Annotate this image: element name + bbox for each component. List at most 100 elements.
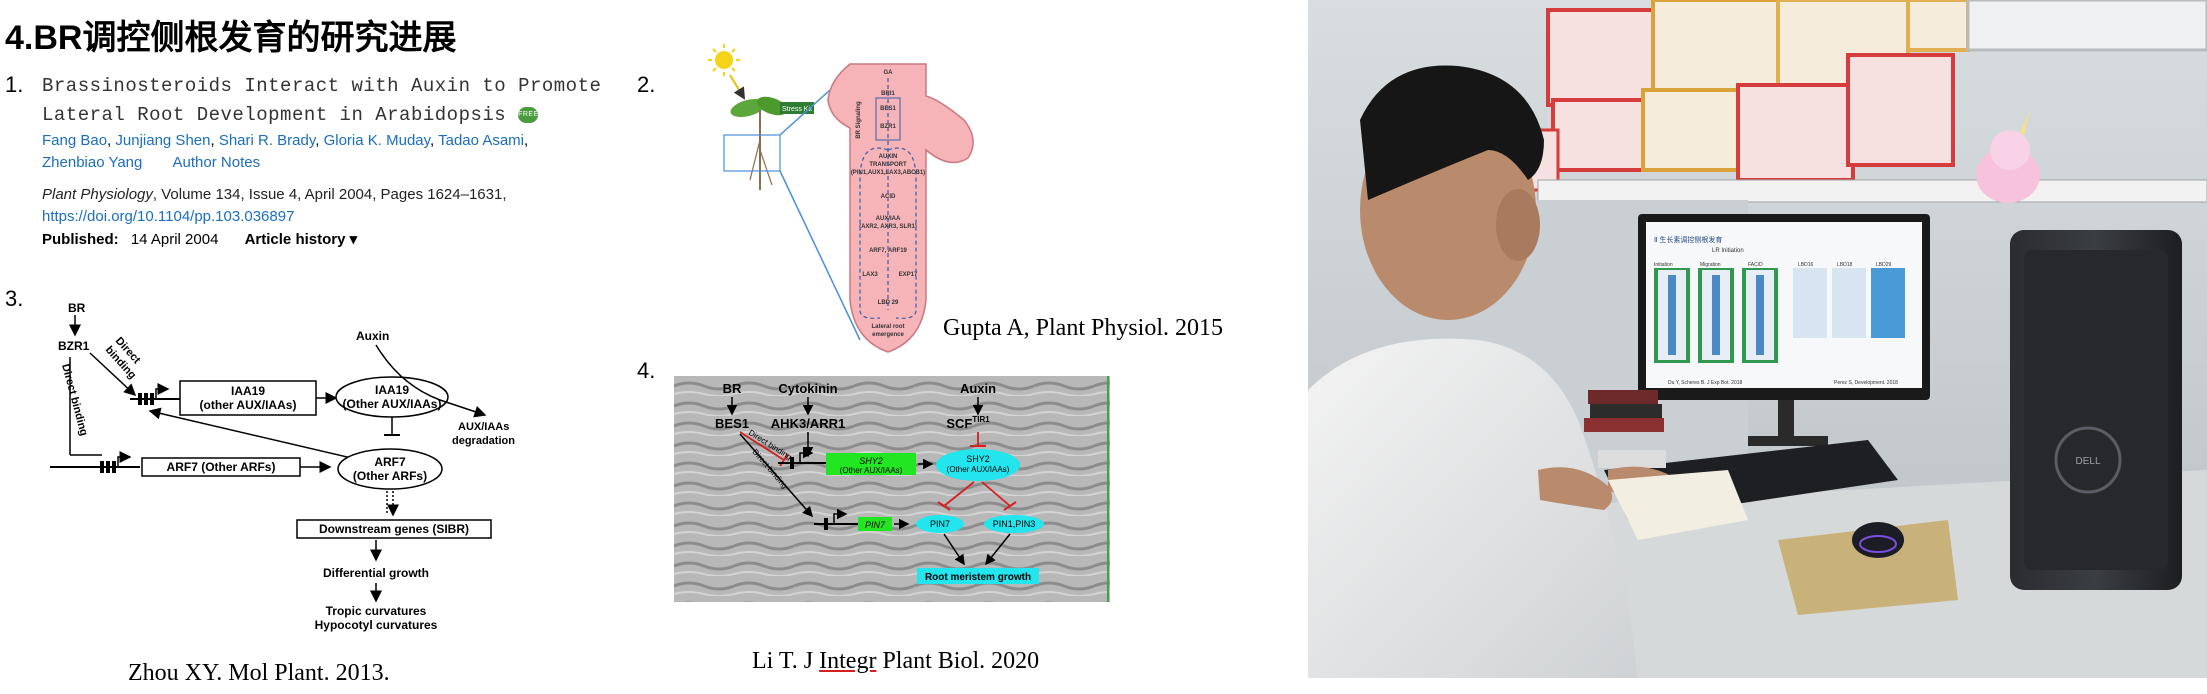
hypocotyl-label: Hypocotyl curvatures bbox=[315, 618, 438, 632]
mouse-pad bbox=[1778, 520, 1958, 615]
fig4-number: 4. bbox=[637, 358, 656, 383]
br-label: BR bbox=[723, 381, 742, 396]
svg-text:Lateral root: Lateral root bbox=[871, 324, 904, 330]
fig2-number: 2. bbox=[637, 72, 656, 97]
svg-text:Initiation: Initiation bbox=[1654, 262, 1673, 268]
journal-details: , Volume 134, Issue 4, April 2004, Pages… bbox=[152, 186, 507, 203]
pin7-protein-ellipse bbox=[916, 515, 964, 533]
author-link[interactable]: Shari R. Brady bbox=[218, 132, 316, 149]
bzr1-label: BZR1 bbox=[58, 339, 90, 353]
pin13-protein-label: PIN1,PIN3 bbox=[993, 519, 1036, 529]
dell-logo: DELL bbox=[2075, 456, 2100, 467]
fig3-number: 3. bbox=[5, 286, 24, 311]
free-badge-icon: FREE bbox=[518, 106, 538, 123]
ref1-title[interactable]: Brassinosteroids Interact with Auxin to … bbox=[42, 72, 601, 130]
br-label: BR bbox=[68, 301, 86, 315]
ref1-authors: Fang Bao, Junjiang Shen, Shari R. Brady,… bbox=[42, 130, 528, 174]
svg-text:SCFTIR1: SCFTIR1 bbox=[946, 415, 990, 431]
ref1-journal: Plant Physiology, Volume 134, Issue 4, A… bbox=[42, 184, 507, 228]
pin7-gene-box bbox=[858, 517, 892, 531]
differential-growth-label: Differential growth bbox=[323, 566, 429, 580]
ahk3-label: AHK3/ARR1 bbox=[771, 416, 845, 431]
page-title: 4.BR调控侧根发育的研究进展 bbox=[5, 19, 457, 57]
svg-text:GA: GA bbox=[884, 70, 894, 76]
shy2-gene-sub: (Other AUX/IAAs) bbox=[840, 466, 903, 475]
auxin-label: Auxin bbox=[356, 329, 389, 343]
iaa19-gene-label: IAA19 bbox=[231, 384, 265, 398]
books-stack bbox=[1584, 390, 1666, 468]
cytokinin-label: Cytokinin bbox=[778, 381, 837, 396]
ref1-title-line2[interactable]: Lateral Root Development in Arabidopsis … bbox=[42, 104, 539, 126]
author-link[interactable]: Junjiang Shen bbox=[115, 132, 211, 149]
published-date: 14 April 2004 bbox=[130, 231, 219, 248]
shy2-gene-label: SHY2 bbox=[859, 456, 883, 466]
doi-link[interactable]: https://doi.org/10.1104/pp.103.036897 bbox=[42, 208, 295, 225]
fig3-diagram: BR BZR1 Direct binding Direct binding IA… bbox=[50, 301, 515, 632]
pin7-protein-label: PIN7 bbox=[930, 519, 950, 529]
fig4-diagram: BR Cytokinin Auxin BES1 AHK3/ARR1 SCFTIR… bbox=[674, 376, 1110, 602]
pin7-gene-label: PIN7 bbox=[865, 520, 886, 530]
svg-text:ARF7, ARF19: ARF7, ARF19 bbox=[869, 248, 907, 254]
sun-icon bbox=[708, 44, 740, 76]
downstream-genes-box bbox=[296, 519, 492, 539]
bes1-label: BES1 bbox=[715, 416, 749, 431]
svg-text:emergence: emergence bbox=[872, 332, 904, 338]
ref1-title-line1[interactable]: Brassinosteroids Interact with Auxin to … bbox=[42, 75, 602, 97]
author-notes-link[interactable]: Author Notes bbox=[172, 154, 261, 171]
fig2-caption: Gupta A, Plant Physiol. 2015 bbox=[943, 315, 1224, 341]
svg-text:EXP17: EXP17 bbox=[899, 272, 918, 278]
arf7-protein-sub: (Other ARFs) bbox=[353, 469, 427, 483]
fig4-caption: Li T. J Integr Plant Biol. 2020 bbox=[752, 648, 1040, 674]
microscopy-background bbox=[674, 376, 1110, 602]
published-label: Published: bbox=[42, 231, 119, 248]
shy2-gene-box bbox=[826, 453, 916, 475]
root-shape bbox=[827, 63, 974, 353]
iaa19-gene-sub: (other AUX/IAAs) bbox=[200, 398, 297, 412]
authors-line2: Zhenbiao Yang Author Notes bbox=[42, 152, 528, 174]
screen-foot-left: Du Y, Scheres B. J Exp Bot. 2018 bbox=[1668, 380, 1743, 386]
iaa19-protein-sub: (Other AUX/IAAs) bbox=[343, 397, 442, 411]
svg-text:BR Signaling: BR Signaling bbox=[856, 101, 862, 139]
svg-text:LBD16: LBD16 bbox=[1798, 262, 1814, 268]
shy2-protein-sub: (Other AUX/IAAs) bbox=[947, 465, 1010, 474]
downstream-genes-label: Downstream genes (SIBR) bbox=[319, 522, 469, 536]
arf7-protein-ellipse bbox=[337, 448, 443, 490]
shy2-protein-label: SHY2 bbox=[966, 454, 990, 464]
root-meristem-growth-box bbox=[917, 568, 1039, 584]
sun-label: Stress Kit bbox=[782, 106, 812, 113]
ref1-number: 1. bbox=[5, 72, 24, 97]
direct-binding-vertical-label: Direct binding bbox=[59, 363, 90, 438]
unicorn-plush-icon bbox=[1976, 110, 2040, 203]
arf7-gene-label: ARF7 (Other ARFs) bbox=[167, 460, 276, 474]
screen-foot-right: Perez S, Development. 2018 bbox=[1834, 380, 1898, 386]
lab-photo: Ⅱ 生长素调控侧根发育 LR Initiation Initiation Mig… bbox=[1308, 0, 2207, 678]
author-link[interactable]: Gloria K. Muday bbox=[323, 132, 431, 149]
monitor: Ⅱ 生长素调控侧根发育 LR Initiation Initiation Mig… bbox=[1638, 214, 1930, 446]
screen-subtitle: LR Initiation bbox=[1712, 248, 1744, 254]
notebook bbox=[1608, 470, 1748, 540]
iaa19-protein-label: IAA19 bbox=[375, 383, 409, 397]
pin13-protein-ellipse bbox=[984, 515, 1044, 533]
arf7-protein-label: ARF7 bbox=[374, 455, 406, 469]
journal-name: Plant Physiology bbox=[42, 186, 153, 203]
authors-line1: Fang Bao, Junjiang Shen, Shari R. Brady,… bbox=[42, 132, 529, 149]
svg-text:LBD29: LBD29 bbox=[1876, 262, 1892, 268]
fig3-caption: Zhou XY. Mol Plant. 2013. bbox=[128, 660, 390, 686]
svg-text:LBD18: LBD18 bbox=[1837, 262, 1853, 268]
screen-title: Ⅱ 生长素调控侧根发育 bbox=[1654, 235, 1722, 244]
root-meristem-growth-label: Root meristem growth bbox=[925, 572, 1031, 583]
tropic-label: Tropic curvatures bbox=[326, 604, 427, 618]
degradation-label-b: degradation bbox=[452, 435, 515, 447]
ref1-published-row: Published: 14 April 2004 Article history… bbox=[42, 230, 357, 248]
tower-pc: DELL bbox=[2010, 230, 2182, 590]
fig2-diagram: Stress Kit GA BRI1 BES1 BZR1 BR Signalin… bbox=[708, 44, 974, 353]
author-link[interactable]: Tadao Asami bbox=[438, 132, 524, 149]
screen-figure-panels bbox=[1654, 268, 1905, 363]
author-link[interactable]: Fang Bao bbox=[42, 132, 108, 149]
zoom-box bbox=[723, 134, 781, 172]
wall-certificates bbox=[1486, 0, 2207, 192]
iaa19-gene-box bbox=[179, 380, 317, 416]
article-history-toggle[interactable]: Article history ▾ bbox=[244, 231, 358, 248]
shy2-protein-ellipse bbox=[936, 449, 1020, 481]
author-link[interactable]: Zhenbiao Yang bbox=[42, 154, 143, 171]
